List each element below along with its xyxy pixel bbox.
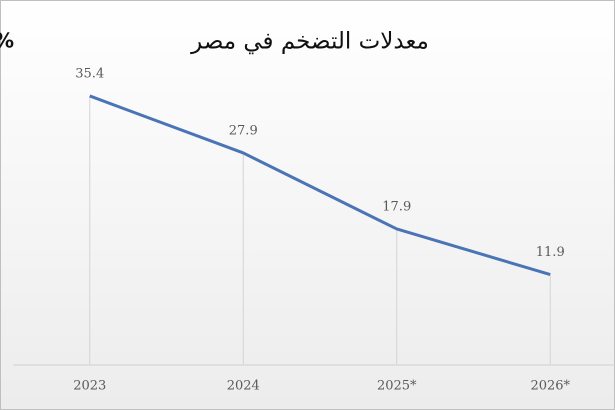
chart-title: معدلات التضخم في مصر (190, 29, 429, 55)
x-tick-label: 2025* (377, 379, 417, 394)
data-label: 35.4 (75, 66, 104, 81)
x-tick-label: 2026* (530, 379, 570, 394)
data-label: 17.9 (382, 199, 411, 214)
y-unit: % (0, 29, 14, 53)
data-label: 27.9 (229, 123, 258, 138)
data-label: 11.9 (536, 245, 565, 260)
x-tick-label: 2024 (227, 379, 260, 394)
x-tick-label: 2023 (73, 379, 106, 394)
data-line (89, 94, 551, 276)
